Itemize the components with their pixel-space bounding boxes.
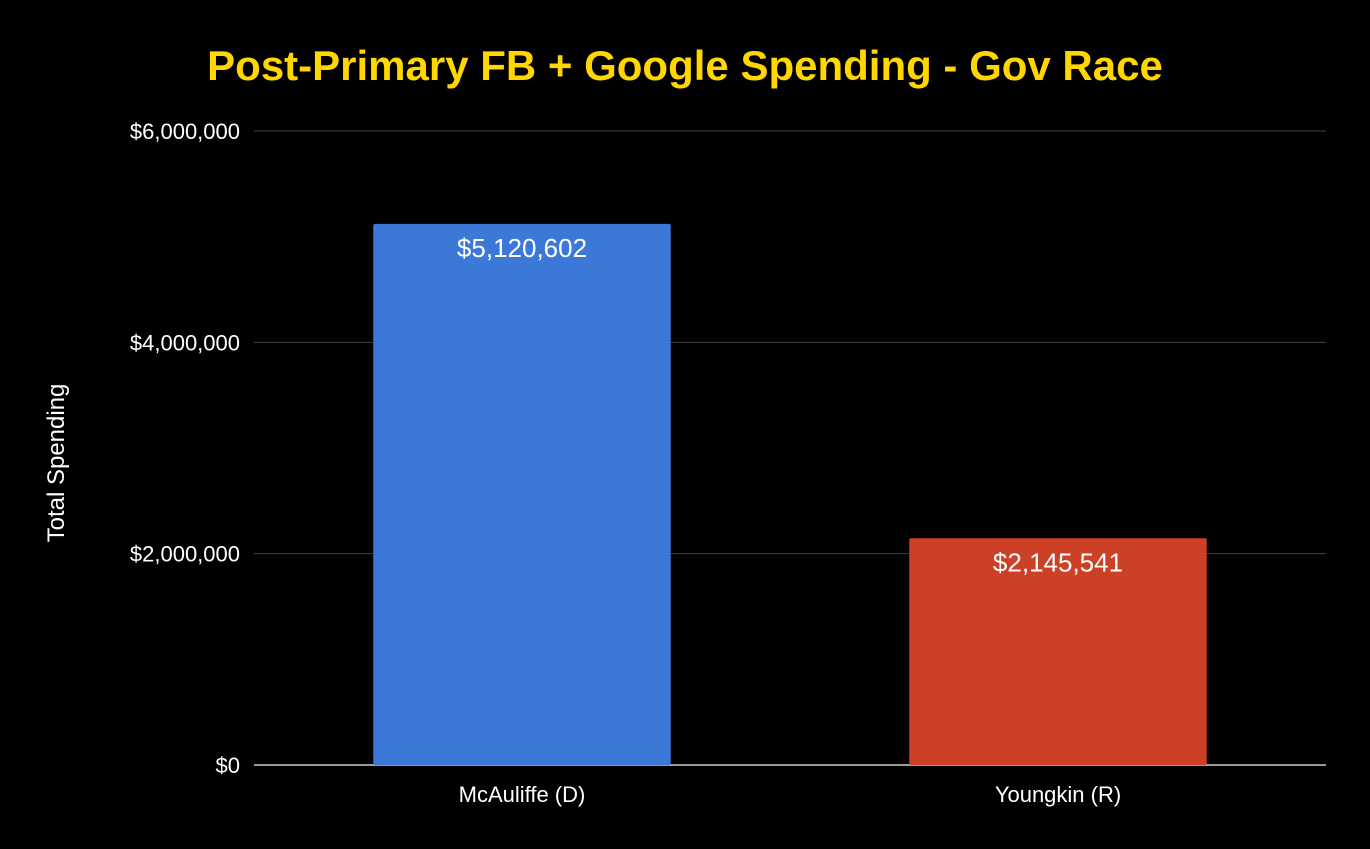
chart-title: Post-Primary FB + Google Spending - Gov …	[207, 42, 1163, 89]
data-label: $2,145,541	[993, 547, 1123, 577]
x-tick-label: McAuliffe (D)	[459, 782, 586, 807]
y-axis-ticks: $0 $2,000,000 $4,000,000 $6,000,000	[130, 119, 240, 778]
data-label: $5,120,602	[457, 233, 587, 263]
x-tick-label: Youngkin (R)	[995, 782, 1121, 807]
y-tick-label: $4,000,000	[130, 330, 240, 355]
y-tick-label: $0	[216, 753, 240, 778]
bar	[373, 223, 671, 766]
y-tick-label: $6,000,000	[130, 119, 240, 144]
y-axis-title: Total Spending	[43, 384, 70, 543]
bar	[909, 538, 1207, 765]
y-tick-label: $2,000,000	[130, 542, 240, 567]
x-axis-ticks: McAuliffe (D) Youngkin (R)	[459, 782, 1122, 807]
bars: $5,120,602 $2,145,541	[373, 223, 1207, 766]
